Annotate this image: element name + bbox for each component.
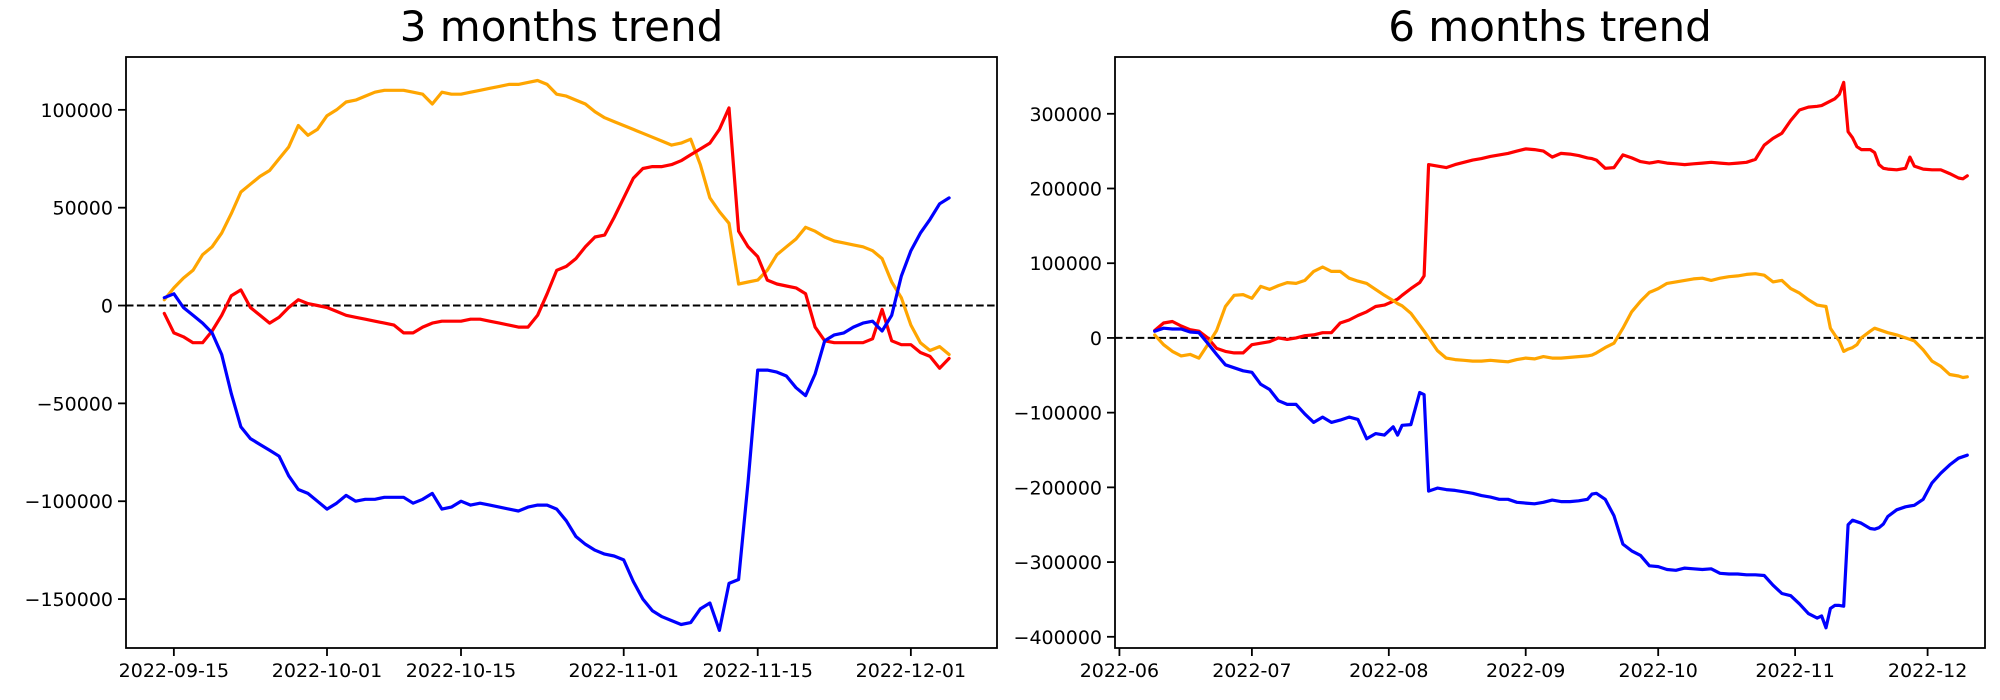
y-tick-label: 50000 (53, 198, 113, 220)
x-tick-label: 2022-09-15 (119, 660, 229, 682)
series-line-blue (1153, 326, 1969, 630)
axes-frame (1114, 56, 1986, 649)
y-tick-label: 100000 (1029, 253, 1102, 275)
three-months-plot: 100000 50000 0 −50000 −100000 −150000 2022-09-… (25, 56, 998, 682)
y-tick-label: 0 (101, 296, 113, 318)
y-tick-label: −100000 (25, 491, 113, 513)
y-tick-label: 300000 (1029, 104, 1102, 126)
y-tick-label: −400000 (1014, 627, 1102, 649)
x-tick-label: 2022-11 (1755, 660, 1834, 682)
chart-3-months-title: 3 months trend (399, 2, 724, 51)
chart-3-months: 100000 50000 0 −50000 −100000 −150000 2022-09-… (25, 2, 998, 682)
x-tick-label: 2022-10-15 (406, 660, 516, 682)
x-tick-label: 2022-06 (1080, 660, 1159, 682)
x-tick-label: 2022-08 (1349, 660, 1428, 682)
x-tick-label: 2022-09 (1486, 660, 1565, 682)
x-tick-label: 2022-10-01 (272, 660, 382, 682)
y-tick-label: 200000 (1029, 178, 1102, 200)
y-tick-label: 0 (1090, 328, 1102, 350)
series-line-orange (162, 78, 951, 357)
y-tick-label: −150000 (25, 589, 113, 611)
series-line-orange (1153, 265, 1969, 380)
y-tick-label: −100000 (1014, 403, 1102, 425)
x-tick-label: 2022-11-15 (703, 660, 813, 682)
chart-6-months: 300000 200000 100000 0 −100000 −200000 −300000… (1000, 0, 2000, 700)
series-line-red (1153, 80, 1969, 355)
y-tick-label: −50000 (37, 393, 113, 415)
series-line-red (162, 106, 951, 370)
x-tick-label: 2022-11-01 (569, 660, 679, 682)
chart-6-months-title: 6 months trend (1388, 2, 1712, 51)
y-tick-label: −300000 (1014, 552, 1102, 574)
six-months-plot: 300000 200000 100000 0 −100000 −200000 −300000… (1014, 56, 1986, 682)
x-tick-label: 2022-12-01 (856, 660, 966, 682)
series-line-blue (162, 196, 951, 633)
y-tick-label: −200000 (1014, 477, 1102, 499)
axes-frame (125, 56, 998, 649)
x-tick-label: 2022-12 (1888, 660, 1967, 682)
y-tick-label: 100000 (40, 100, 113, 122)
x-tick-label: 2022-07 (1212, 660, 1291, 682)
x-tick-label: 2022-10 (1619, 660, 1698, 682)
